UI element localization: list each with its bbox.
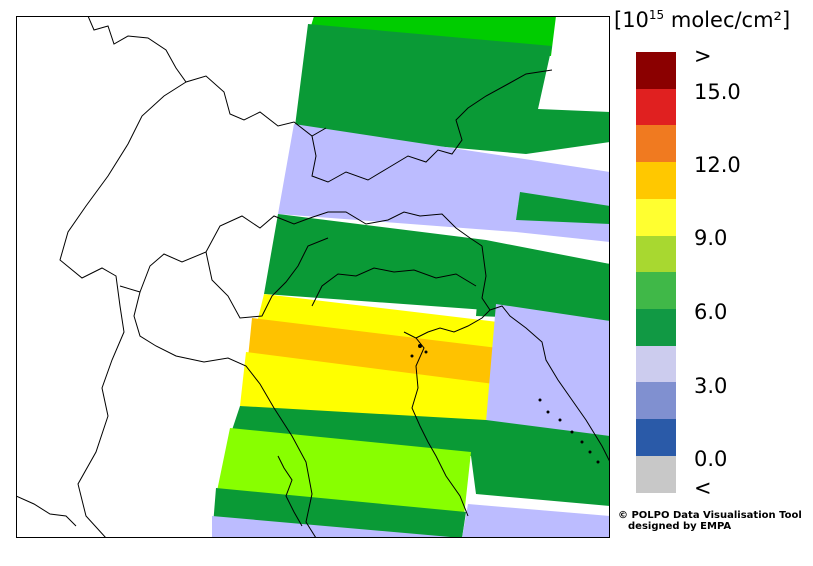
credit-line: designed by EMPA (628, 521, 732, 532)
legend-tick: 3.0 (694, 374, 728, 398)
legend-tick: 0.0 (694, 447, 728, 471)
coastline-islands (410, 344, 600, 464)
map-svg (16, 16, 610, 538)
legend-swatch (636, 455, 676, 493)
swath-band (212, 516, 462, 538)
credit-text: © POLPO Data Visualisation Tool designed… (618, 510, 802, 532)
legend-swatch (636, 162, 676, 200)
legend-swatch (636, 125, 676, 163)
map-frame (16, 16, 610, 538)
legend-swatch (636, 235, 676, 273)
legend-tick: 12.0 (694, 153, 741, 177)
legend-tick: 9.0 (694, 226, 728, 250)
swath-band (486, 304, 610, 436)
satellite-swath (212, 16, 610, 538)
legend-swatch (636, 52, 676, 89)
swath-band (264, 214, 610, 310)
legend-tick: 6.0 (694, 300, 728, 324)
legend-swatch (636, 272, 676, 310)
swath-band (516, 192, 610, 224)
legend-tick: 15.0 (694, 80, 741, 104)
swath-band (248, 318, 498, 386)
swath-band (462, 504, 610, 538)
legend-unit-title: [1015 molec/cm²] (614, 8, 791, 32)
legend-swatch (636, 419, 676, 456)
credit-line: © POLPO Data Visualisation Tool (618, 510, 802, 521)
swath-band (240, 352, 494, 426)
swath-band (216, 428, 471, 516)
swath-band (230, 406, 610, 506)
legend-swatch (636, 198, 676, 236)
map-panel (16, 16, 610, 538)
legend-swatch (636, 382, 676, 420)
legend-swatch (636, 345, 676, 383)
country-borders (16, 16, 610, 538)
legend-swatch (636, 308, 676, 346)
swath-band (294, 24, 610, 154)
legend-swatch (636, 88, 676, 126)
legend-label-high: > (694, 44, 712, 68)
swath-band (476, 246, 610, 321)
legend-label-low: < (694, 476, 712, 500)
